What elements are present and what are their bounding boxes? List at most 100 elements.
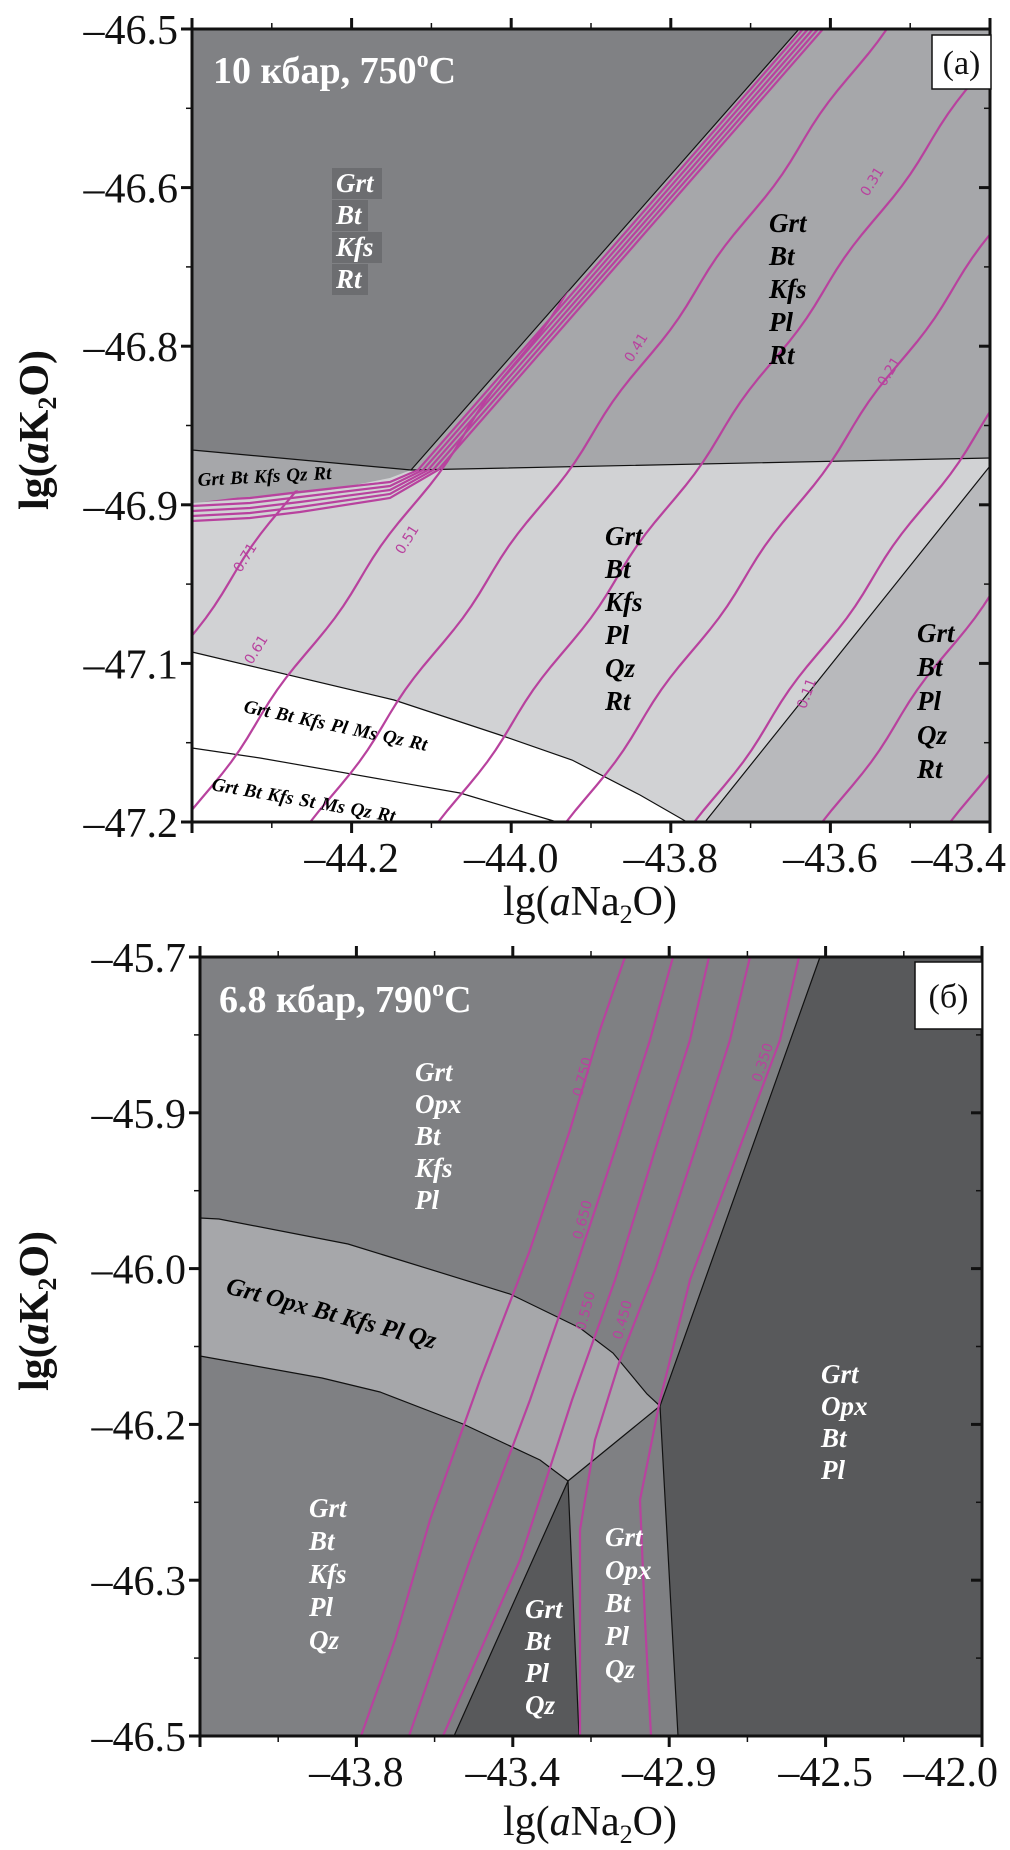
field-boundary xyxy=(453,1480,569,1737)
mineral-name: Rt xyxy=(335,264,363,294)
isopleth-line xyxy=(407,957,675,1736)
mineral-name: Pl xyxy=(604,1621,629,1651)
label-background xyxy=(332,264,368,295)
y-tick-label: –47.1 xyxy=(83,642,179,688)
mineral-name: Grt xyxy=(525,1594,564,1624)
mineral-name: Grt xyxy=(605,1522,644,1552)
field-boundary xyxy=(659,956,821,1737)
y-tick-label: –46.5 xyxy=(83,8,179,54)
x-tick-label: –42.0 xyxy=(903,1750,999,1796)
mineral-name: Bt xyxy=(604,1588,632,1618)
isopleth-line xyxy=(565,29,990,822)
isopleth-line xyxy=(192,29,824,523)
mineral-name: Kfs xyxy=(768,274,807,304)
panel-title-text: 10 кбар, 750 xyxy=(213,50,417,92)
mineral-name: Rt xyxy=(768,340,796,370)
y-tick-label: –46.5 xyxy=(91,1715,187,1761)
field-grt-bt-pl-qz xyxy=(454,1481,579,1736)
label-background xyxy=(332,200,368,231)
field-label: GrtOpxBtKfsPl xyxy=(414,1057,462,1215)
mineral-name: Qz xyxy=(605,653,635,683)
axis-title-part: a xyxy=(550,1799,571,1845)
mineral-name: Grt xyxy=(605,521,644,551)
mineral-name: Bt xyxy=(820,1423,848,1453)
axis-title-part: lg( xyxy=(503,879,550,925)
mineral-name: Opx xyxy=(821,1391,868,1421)
field-grt-bt-kfs-qz-rt xyxy=(192,450,411,503)
mineral-name: Bt xyxy=(229,467,250,489)
axis-title-part: O) xyxy=(633,879,677,925)
mineral-name: Rt xyxy=(916,754,944,784)
axis-title-part: lg( xyxy=(12,1344,58,1391)
mineral-name: Pl xyxy=(414,1185,439,1215)
mineral-name: Kfs xyxy=(265,784,296,809)
field-grt-opx-bt-kfs-pl-qz xyxy=(200,1218,660,1481)
x-axis-title: lg(aNa2O) xyxy=(503,1799,677,1849)
y-tick-label: –46.6 xyxy=(83,167,179,213)
axis-title-part: a xyxy=(12,442,58,463)
mineral-name: Bt xyxy=(273,703,297,728)
mineral-name: Qz xyxy=(381,726,407,751)
x-tick-label: –43.8 xyxy=(308,1750,404,1796)
mineral-name: Bt xyxy=(335,200,363,230)
panel-title-unit: C xyxy=(429,50,456,92)
field-label: Grt Bt Pl Qz Rt xyxy=(916,618,956,784)
mineral-name: Grt xyxy=(336,168,375,198)
panel-title: 10 кбар, 750oC xyxy=(213,47,456,92)
isopleth-line xyxy=(437,29,990,822)
axis-title-subscript: 2 xyxy=(620,1820,633,1849)
y-tick-label: –46.8 xyxy=(83,325,179,371)
axis-title-part: K xyxy=(12,409,58,442)
mineral-name: Kfs xyxy=(308,1559,347,1589)
isopleth-line xyxy=(192,29,814,513)
y-tick-label: –45.9 xyxy=(91,1092,187,1138)
panel-a: 0.710.610.510.410.310.210.11GrtBtKfsRtGr… xyxy=(12,8,1007,929)
x-axis-title: lg(aNa2O) xyxy=(503,879,677,929)
field-grt-bt-kfs-pl-rt xyxy=(411,29,990,470)
mineral-name: Opx xyxy=(415,1089,462,1119)
field-label-inline: Grt Bt Kfs Qz Rt xyxy=(197,463,332,491)
mineral-name: Ms xyxy=(350,719,379,745)
x-tick-label: –43.8 xyxy=(623,836,719,882)
mineral-name: Rt xyxy=(375,803,398,827)
mineral-name: Pl xyxy=(328,715,351,739)
mineral-name: Bt xyxy=(604,554,632,584)
mineral-name: Bt xyxy=(768,241,796,271)
mineral-name: Grt xyxy=(210,774,240,799)
panel-title-text: 6.8 кбар, 790 xyxy=(219,979,432,1021)
x-tick-label: –43.4 xyxy=(911,836,1007,882)
y-axis-title: lg(aK2O) xyxy=(12,1231,62,1391)
field-grt-bt-kfs-rt xyxy=(192,29,799,470)
isopleth-line xyxy=(693,29,990,822)
isopleth-line xyxy=(192,29,809,508)
isopleth-line xyxy=(192,29,804,503)
mineral-name: Pl xyxy=(768,307,793,337)
field-grt-bt-kfs-pl-ms-qz-rt xyxy=(192,652,687,822)
y-tick-label: –46.0 xyxy=(91,1248,187,1294)
isopleth-line xyxy=(578,957,752,1736)
x-tick-label: –43.4 xyxy=(465,1750,561,1796)
x-tick-label: –44.2 xyxy=(303,836,399,882)
panel-tag: (б) xyxy=(929,979,969,1016)
y-tick-label: –46.2 xyxy=(91,1403,187,1449)
y-tick-label: –46.9 xyxy=(83,484,179,530)
axis-title-part: a xyxy=(550,879,571,925)
mineral-name: Kfs xyxy=(335,232,374,262)
axis-title-part: O) xyxy=(12,1231,58,1278)
axis-title-part: Na xyxy=(571,879,620,925)
mineral-name: Grt xyxy=(415,1057,454,1087)
mineral-name: Pl xyxy=(524,1658,549,1688)
isopleth-line xyxy=(441,957,711,1736)
axis-title-part: lg( xyxy=(12,463,58,510)
field-boundary xyxy=(410,28,800,471)
mineral-name: Kfs xyxy=(604,587,643,617)
y-tick-label: –46.3 xyxy=(91,1559,187,1605)
mineral-name: Qz xyxy=(286,464,309,486)
field-label: Grt Bt Kfs Qz Rt xyxy=(197,463,332,491)
